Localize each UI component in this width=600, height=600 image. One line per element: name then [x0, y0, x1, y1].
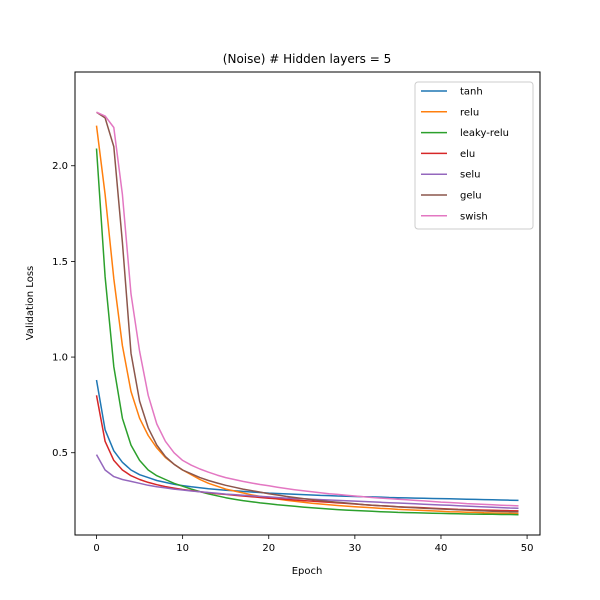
legend: tanh relu leaky-relu elu selu gelu swish [414, 81, 534, 230]
x-tick-label: 20 [262, 543, 275, 554]
x-tick-label: 30 [348, 543, 361, 554]
x-axis: 0 10 20 30 40 50 [93, 535, 533, 554]
series-line-tanh [95, 379, 519, 502]
x-axis-title: Epoch [292, 566, 323, 577]
series-lines [95, 111, 519, 516]
legend-label-relu: relu [460, 107, 479, 118]
chart-title: (Noise) # Hidden layers = 5 [223, 52, 391, 66]
series-line-swish [96, 111, 519, 507]
legend-label-tanh: tanh [460, 87, 483, 98]
y-tick-label: 0.5 [52, 448, 68, 459]
legend-box [414, 81, 534, 230]
y-tick-label: 1.5 [52, 257, 68, 268]
plot-frame [74, 71, 541, 536]
legend-label-selu: selu [460, 170, 480, 181]
x-tick-label: 50 [521, 543, 534, 554]
y-axis: 0.5 1.0 1.5 2.0 [52, 161, 75, 459]
x-tick-label: 0 [93, 543, 99, 554]
legend-label-leaky-relu: leaky-relu [460, 128, 509, 139]
series-line-elu [95, 395, 519, 512]
legend-label-swish: swish [460, 211, 488, 222]
legend-label-elu: elu [460, 149, 475, 160]
series-line-leaky-relu [95, 148, 519, 516]
y-tick-label: 2.0 [52, 161, 68, 172]
series-line-gelu [96, 111, 519, 513]
y-tick-label: 1.0 [52, 353, 68, 364]
legend-label-gelu: gelu [460, 191, 482, 202]
y-axis-title: Validation Loss [25, 266, 36, 341]
x-tick-label: 40 [435, 543, 448, 554]
x-tick-label: 10 [176, 543, 189, 554]
